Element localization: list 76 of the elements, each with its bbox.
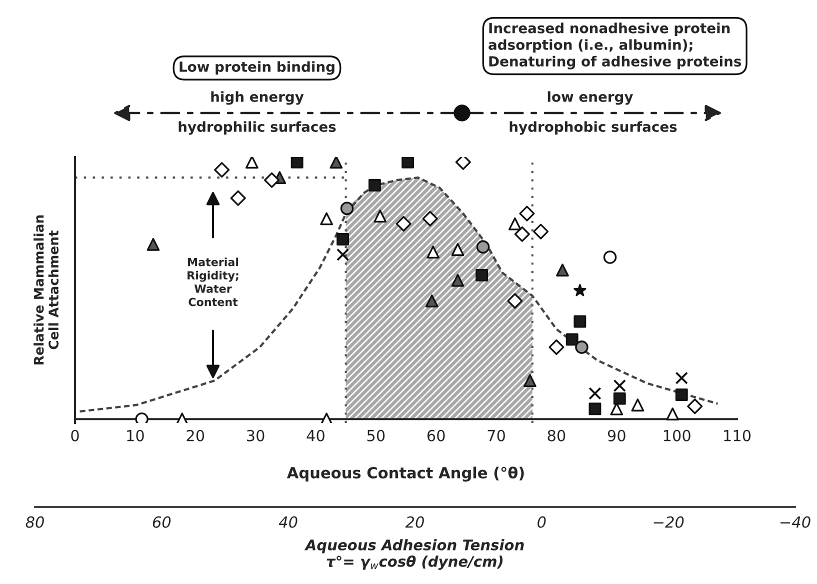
x-tick-label: 0 [71, 430, 79, 442]
x-tick-label: 50 [367, 430, 385, 442]
point [336, 233, 350, 246]
x2-tick-label: 60 [152, 516, 171, 528]
point [264, 172, 280, 188]
x2-tick-label: 20 [405, 516, 424, 528]
point [330, 157, 343, 169]
x2-tick-label: 80 [26, 516, 44, 528]
annotation: Material Rigidity; Water Content [188, 258, 238, 306]
point [402, 157, 414, 168]
point [519, 206, 535, 222]
point [666, 408, 680, 420]
point [514, 226, 530, 242]
point [320, 212, 333, 226]
point [556, 264, 569, 277]
point [687, 398, 703, 414]
point [135, 412, 148, 423]
x-axis-title: Aqueous Contact Angle (°θ) [286, 466, 524, 482]
point [675, 372, 688, 384]
x-tick-label: 100 [664, 430, 690, 442]
point [426, 246, 440, 259]
point [425, 294, 438, 308]
point [566, 333, 578, 346]
point [575, 340, 588, 354]
point [374, 210, 387, 223]
point [508, 217, 522, 230]
point [476, 240, 490, 254]
point [574, 284, 586, 296]
point [613, 392, 626, 405]
point [336, 248, 350, 262]
point [507, 293, 523, 309]
x2-tick-label: 40 [278, 516, 298, 528]
point [603, 250, 617, 264]
point [610, 402, 624, 416]
x-tick-label: 20 [186, 430, 204, 442]
point [675, 388, 688, 401]
x-tick-label: 70 [488, 430, 505, 442]
point [451, 243, 464, 256]
point [548, 339, 564, 355]
point [455, 157, 471, 170]
y-axis-title: Relative Mammalian Cell Attachment [34, 215, 59, 364]
point [476, 269, 488, 282]
x2-tick-label: −20 [654, 516, 684, 528]
point [230, 190, 246, 206]
x2-tick-label: −40 [780, 516, 810, 528]
point [533, 224, 549, 240]
text: low energy [548, 91, 634, 105]
text: hydrophilic surfaces [178, 121, 336, 135]
point [422, 210, 438, 226]
point [340, 202, 354, 216]
x-tick-label: 10 [127, 430, 144, 442]
x-tick-label: 40 [306, 430, 324, 442]
x2-tick-label: 0 [538, 516, 546, 528]
point [613, 379, 626, 392]
point [524, 374, 536, 388]
point [290, 157, 304, 168]
point [368, 179, 381, 192]
point [574, 315, 586, 328]
point [396, 216, 412, 232]
point [588, 387, 602, 400]
point [631, 398, 644, 412]
point [146, 238, 160, 251]
x2-axis-title: Aqueous Adhesion Tension τ°= γ$_{w}$cosθ (dyne/cm) [304, 539, 524, 570]
text: Increased nonadhesive protein adsorption (i.e., albumin); Denaturing of adhesive proteins [488, 22, 742, 70]
x-tick-label: 80 [548, 430, 566, 442]
x-tick-label: 110 [724, 430, 751, 442]
x-tick-label: 90 [608, 430, 626, 442]
x-tick-label: 60 [427, 430, 445, 442]
x-tick-label: 30 [246, 430, 264, 442]
text: hydrophobic surfaces [510, 121, 677, 135]
text: Low protein binding [180, 61, 334, 75]
point [214, 162, 230, 178]
text: high energy [211, 91, 304, 105]
point [246, 157, 258, 169]
point [451, 274, 464, 287]
point [588, 402, 602, 416]
